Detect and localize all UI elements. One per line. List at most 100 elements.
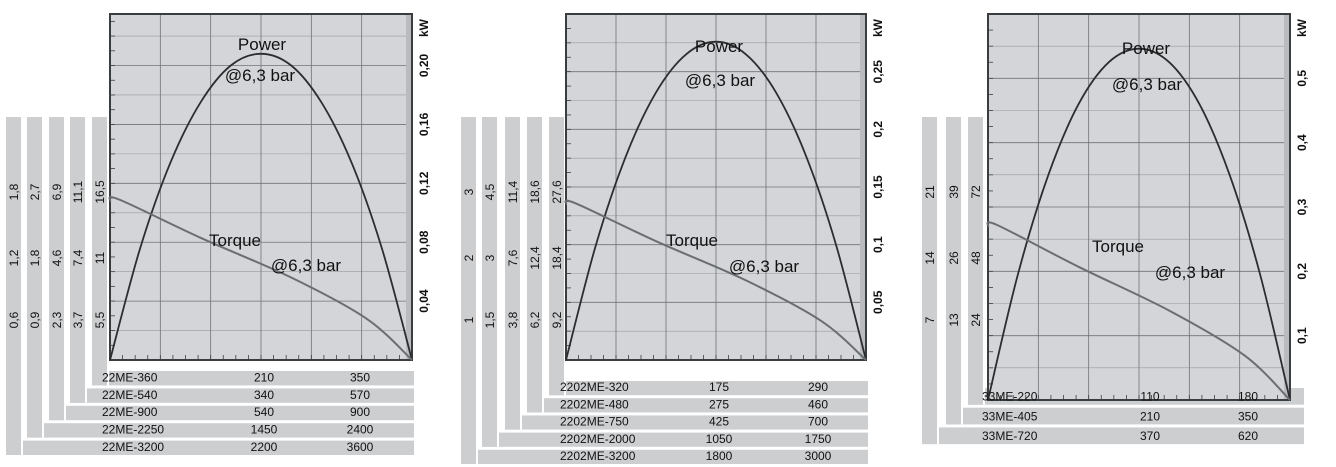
- torque-value: 7: [923, 316, 937, 323]
- speed-value-1: 1050: [706, 432, 733, 446]
- power-pressure-label: @6,3 bar: [225, 66, 296, 85]
- plot-frame: [109, 13, 413, 361]
- y-tick-label: 0,08: [417, 230, 431, 254]
- torque-value: 72: [969, 185, 983, 199]
- plot-frame: [987, 13, 1291, 401]
- y-tick-label: 0,04: [417, 289, 431, 313]
- speed-value-2: 350: [1238, 409, 1258, 423]
- column-band: [946, 117, 962, 425]
- speed-value-2: 900: [350, 405, 370, 419]
- column-band: [549, 117, 565, 396]
- torque-pressure-label: @6,3 bar: [729, 257, 800, 276]
- right-axis-stripe: [1284, 14, 1290, 400]
- y-tick-label: 0,16: [417, 112, 431, 136]
- y-tick-label: 0,25: [871, 60, 885, 84]
- torque-value: 27,6: [550, 180, 564, 204]
- torque-value: 48: [969, 251, 983, 265]
- y-tick-label: 0,3: [1295, 198, 1309, 215]
- torque-value: 0,6: [7, 311, 21, 328]
- torque-label: Torque: [1092, 237, 1144, 256]
- speed-value-1: 370: [1140, 429, 1160, 443]
- speed-value-1: 110: [1140, 390, 1159, 404]
- y-tick-label: 0,15: [871, 175, 885, 199]
- torque-value: 13: [947, 313, 961, 327]
- y-tick-label: 0,1: [1295, 327, 1309, 344]
- torque-value: 4,5: [483, 183, 497, 200]
- speed-value-1: 540: [254, 405, 274, 419]
- torque-value: 11,4: [506, 180, 520, 203]
- column-band: [968, 117, 984, 405]
- torque-value: 4,6: [50, 249, 64, 266]
- y-unit-label: kW: [417, 18, 431, 37]
- chart-1: Power @6,3 bar Torque @6,3 bar 0,04 0,08 0,12 0…: [6, 13, 431, 455]
- torque-pressure-label: @6,3 bar: [1155, 263, 1226, 282]
- speed-value-1: 1450: [251, 423, 278, 437]
- torque-value: 0,9: [28, 311, 42, 328]
- power-curve: [109, 52, 413, 361]
- speed-value-1: 210: [1140, 409, 1160, 423]
- torque-pressure-label: @6,3 bar: [271, 256, 342, 275]
- right-axis-stripe: [860, 14, 866, 360]
- torque-value: 26: [947, 251, 961, 265]
- speed-value-1: 175: [709, 380, 729, 394]
- y-tick-label: 0,2: [871, 121, 885, 138]
- speed-value-2: 700: [808, 415, 828, 429]
- torque-value: 11,1: [71, 180, 85, 203]
- torque-value: 11: [93, 251, 107, 264]
- model-name: 22ME-900: [102, 405, 158, 419]
- y-tick-label: 0,4: [1295, 134, 1309, 151]
- torque-value: 3,7: [71, 311, 85, 328]
- torque-value: 24: [969, 313, 983, 327]
- speed-value-2: 3600: [347, 440, 374, 454]
- speed-value-1: 210: [254, 370, 274, 384]
- torque-value: 6,2: [528, 311, 542, 328]
- row-band: [482, 432, 868, 447]
- y-tick-label: 0,1: [871, 236, 885, 253]
- speed-value-2: 570: [350, 388, 370, 402]
- torque-value: 1,8: [7, 183, 21, 200]
- plot-frame: [565, 13, 867, 361]
- torque-label: Torque: [209, 231, 261, 250]
- speed-value-2: 460: [808, 397, 828, 411]
- power-label: Power: [1122, 39, 1171, 58]
- model-name: 2202ME-750: [560, 415, 629, 429]
- torque-value: 16,5: [93, 180, 107, 204]
- torque-value: 6,9: [50, 183, 64, 200]
- torque-value: 1: [462, 316, 476, 323]
- speed-value-1: 1800: [706, 449, 733, 463]
- torque-value: 1,8: [28, 249, 42, 266]
- torque-value: 12,4: [528, 246, 542, 270]
- model-name: 2202ME-3200: [560, 449, 636, 463]
- column-band: [922, 117, 938, 445]
- torque-value: 14: [923, 251, 937, 265]
- y-tick-label: 0,20: [417, 53, 431, 77]
- model-name: 33ME-720: [982, 429, 1038, 443]
- torque-curve: [108, 196, 413, 361]
- column-band: [461, 117, 477, 464]
- row-band: [922, 427, 1304, 445]
- power-label: Power: [695, 37, 744, 56]
- speed-value-1: 425: [709, 415, 729, 429]
- model-name: 2202ME-2000: [560, 432, 636, 446]
- row-band: [461, 449, 868, 464]
- column-band: [92, 117, 108, 386]
- power-curve: [565, 40, 867, 361]
- torque-value: 1,2: [7, 249, 21, 266]
- speed-value-2: 3000: [805, 449, 832, 463]
- column-band: [527, 117, 543, 413]
- speed-value-2: 1750: [805, 432, 832, 446]
- row-band: [6, 440, 414, 455]
- row-band: [70, 388, 414, 403]
- speed-value-2: 290: [808, 380, 828, 394]
- torque-value: 7,4: [71, 249, 85, 266]
- model-name: 22ME-2250: [102, 423, 164, 437]
- torque-curve: [986, 221, 1291, 401]
- model-name: 2202ME-480: [560, 397, 629, 411]
- speed-value-2: 2400: [347, 423, 374, 437]
- model-name: 33ME-405: [982, 409, 1038, 423]
- power-pressure-label: @6,3 bar: [685, 71, 756, 90]
- torque-value: 2: [462, 254, 476, 261]
- torque-value: 2,3: [50, 311, 64, 328]
- right-axis-stripe: [406, 14, 412, 360]
